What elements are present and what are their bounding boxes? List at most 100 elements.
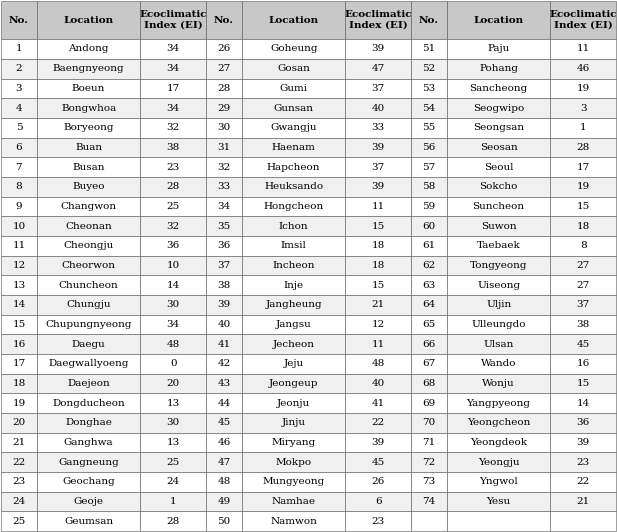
Bar	[346, 138, 411, 157]
Bar	[447, 177, 550, 196]
Bar	[550, 275, 616, 295]
Text: 72: 72	[422, 458, 436, 467]
Bar	[206, 373, 242, 393]
Text: 44: 44	[217, 398, 231, 408]
Bar	[37, 373, 141, 393]
Text: Jecheon: Jecheon	[273, 339, 315, 348]
Bar	[141, 255, 206, 275]
Bar	[242, 236, 346, 255]
Text: 50: 50	[217, 517, 231, 526]
Text: Busan: Busan	[72, 163, 105, 171]
Text: Location: Location	[474, 15, 524, 24]
Text: 38: 38	[217, 280, 231, 289]
Text: 17: 17	[576, 163, 590, 171]
Bar	[411, 118, 447, 138]
Text: No.: No.	[214, 15, 234, 24]
Text: Yeongju: Yeongju	[478, 458, 520, 467]
Bar	[411, 354, 447, 373]
Text: Uiseong: Uiseong	[477, 280, 520, 289]
Bar	[206, 216, 242, 236]
Text: Sokcho: Sokcho	[479, 182, 518, 191]
Bar	[447, 1, 550, 39]
Bar	[242, 492, 346, 511]
Bar	[550, 196, 616, 216]
Text: 28: 28	[167, 517, 180, 526]
Text: Boryeong: Boryeong	[64, 123, 114, 132]
Bar	[206, 177, 242, 196]
Text: Cheonan: Cheonan	[65, 221, 112, 230]
Bar	[1, 236, 37, 255]
Bar	[1, 295, 37, 314]
Text: 34: 34	[167, 45, 180, 54]
Bar	[411, 236, 447, 255]
Bar	[346, 216, 411, 236]
Bar	[206, 354, 242, 373]
Bar	[242, 177, 346, 196]
Bar	[242, 472, 346, 492]
Text: 18: 18	[371, 261, 385, 270]
Text: Jangheung: Jangheung	[265, 300, 322, 309]
Text: 6: 6	[15, 143, 22, 152]
Text: Jeonju: Jeonju	[277, 398, 310, 408]
Bar	[1, 98, 37, 118]
Bar	[37, 98, 141, 118]
Bar	[550, 413, 616, 433]
Bar	[1, 413, 37, 433]
Bar	[141, 314, 206, 334]
Text: 35: 35	[217, 221, 231, 230]
Text: 16: 16	[576, 359, 590, 368]
Text: 40: 40	[217, 320, 231, 329]
Text: 63: 63	[422, 280, 436, 289]
Bar	[411, 314, 447, 334]
Text: Daegu: Daegu	[72, 339, 106, 348]
Bar	[242, 433, 346, 452]
Bar	[37, 452, 141, 472]
Bar	[37, 118, 141, 138]
Bar	[447, 98, 550, 118]
Bar	[37, 413, 141, 433]
Bar	[550, 157, 616, 177]
Text: 67: 67	[422, 359, 436, 368]
Bar	[447, 511, 550, 531]
Text: 43: 43	[217, 379, 231, 388]
Bar	[550, 314, 616, 334]
Bar	[1, 275, 37, 295]
Bar	[206, 472, 242, 492]
Text: 34: 34	[167, 64, 180, 73]
Text: Chungju: Chungju	[67, 300, 111, 309]
Bar	[1, 79, 37, 98]
Bar	[141, 373, 206, 393]
Bar	[1, 472, 37, 492]
Text: 40: 40	[371, 104, 385, 112]
Bar	[411, 393, 447, 413]
Bar	[141, 39, 206, 59]
Text: 62: 62	[422, 261, 436, 270]
Text: 39: 39	[371, 143, 385, 152]
Bar	[411, 373, 447, 393]
Bar	[346, 373, 411, 393]
Bar	[141, 1, 206, 39]
Bar	[550, 118, 616, 138]
Text: 15: 15	[576, 202, 590, 211]
Text: Goheung: Goheung	[270, 45, 317, 54]
Text: 30: 30	[167, 418, 180, 427]
Bar	[411, 433, 447, 452]
Text: 65: 65	[422, 320, 436, 329]
Text: Imsil: Imsil	[281, 241, 307, 250]
Bar	[141, 59, 206, 79]
Bar	[206, 393, 242, 413]
Text: 37: 37	[576, 300, 590, 309]
Text: Wando: Wando	[481, 359, 516, 368]
Text: 74: 74	[422, 497, 436, 506]
Bar	[141, 334, 206, 354]
Bar	[346, 196, 411, 216]
Text: 29: 29	[217, 104, 231, 112]
Bar	[550, 295, 616, 314]
Text: 28: 28	[576, 143, 590, 152]
Bar	[37, 314, 141, 334]
Bar	[447, 373, 550, 393]
Text: 45: 45	[371, 458, 385, 467]
Text: 45: 45	[576, 339, 590, 348]
Bar	[37, 354, 141, 373]
Bar	[447, 393, 550, 413]
